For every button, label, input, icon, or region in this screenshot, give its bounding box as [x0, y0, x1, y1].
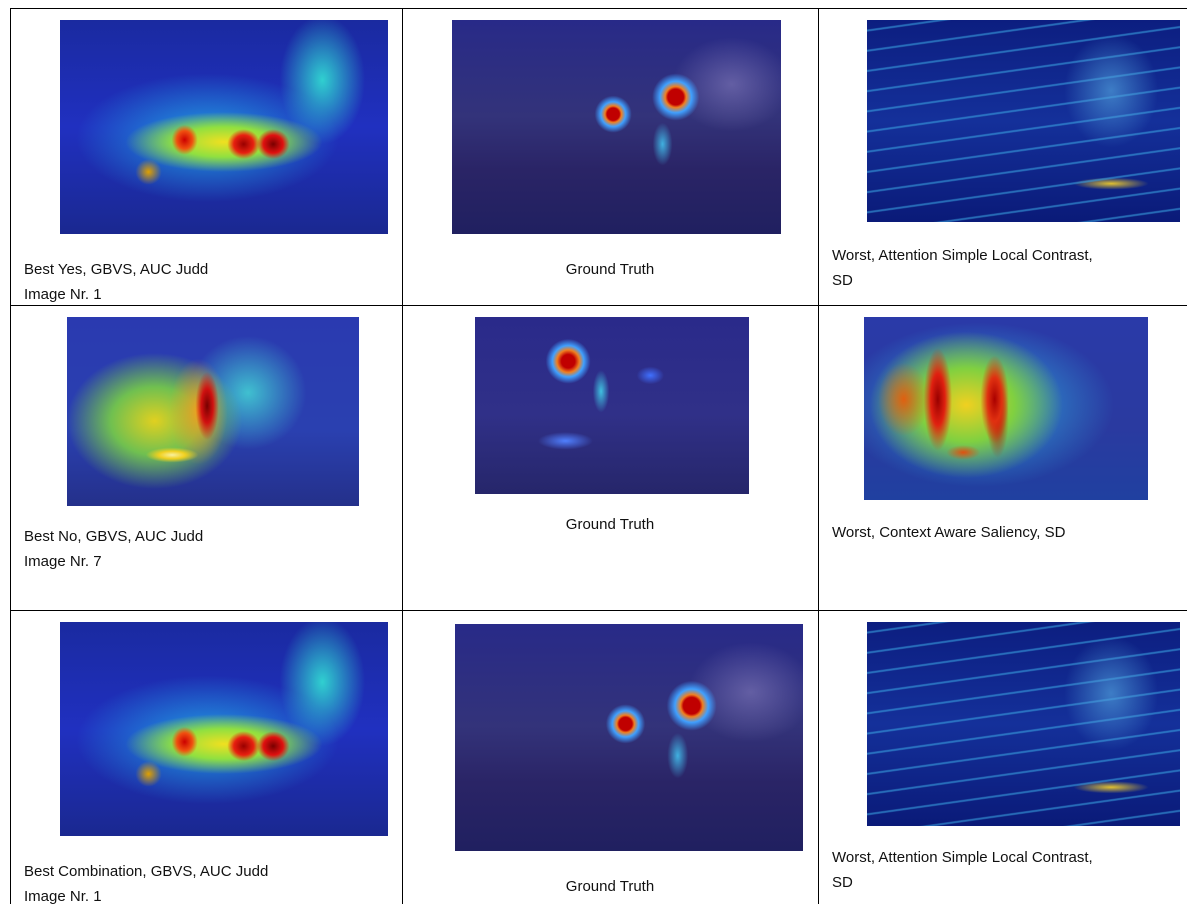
- saliency-map: [867, 622, 1180, 826]
- saliency-map: [67, 317, 359, 506]
- caption-line: Worst, Attention Simple Local Contrast,: [832, 243, 1093, 268]
- ground-truth-map: [475, 317, 749, 494]
- ground-truth-map: [452, 20, 781, 234]
- caption: Worst, Attention Simple Local Contrast,S…: [832, 243, 1093, 293]
- caption: Ground Truth: [402, 874, 818, 899]
- caption: Ground Truth: [402, 512, 818, 537]
- caption-line: Worst, Attention Simple Local Contrast,: [832, 845, 1093, 870]
- saliency-map: [60, 20, 388, 234]
- caption-line: Worst, Context Aware Saliency, SD: [832, 520, 1065, 545]
- caption-line: Best Yes, GBVS, AUC Judd: [24, 257, 208, 282]
- caption-line: SD: [832, 870, 1093, 895]
- page: {"table": {"rows": [ [["Best Yes, GBVS, …: [0, 0, 1187, 904]
- caption: Worst, Attention Simple Local Contrast,S…: [832, 845, 1093, 895]
- caption-line: Best No, GBVS, AUC Judd: [24, 524, 203, 549]
- caption-line: Best Combination, GBVS, AUC Judd: [24, 859, 268, 884]
- row-divider: [10, 610, 1187, 611]
- caption-line: Ground Truth: [402, 874, 818, 899]
- saliency-map: [60, 622, 388, 836]
- column-divider: [402, 8, 403, 904]
- saliency-map: [867, 20, 1180, 222]
- saliency-map: [864, 317, 1148, 500]
- caption-line: Image Nr. 1: [24, 884, 268, 909]
- table-border: [10, 8, 11, 904]
- table-border: [10, 8, 1187, 9]
- caption: Ground Truth: [402, 257, 818, 282]
- caption-line: Image Nr. 1: [24, 282, 208, 307]
- column-divider: [818, 8, 819, 904]
- caption-line: Image Nr. 7: [24, 549, 203, 574]
- caption-line: Ground Truth: [402, 257, 818, 282]
- caption-line: Ground Truth: [402, 512, 818, 537]
- ground-truth-map: [455, 624, 803, 851]
- caption-line: SD: [832, 268, 1093, 293]
- caption: Worst, Context Aware Saliency, SD: [832, 520, 1065, 545]
